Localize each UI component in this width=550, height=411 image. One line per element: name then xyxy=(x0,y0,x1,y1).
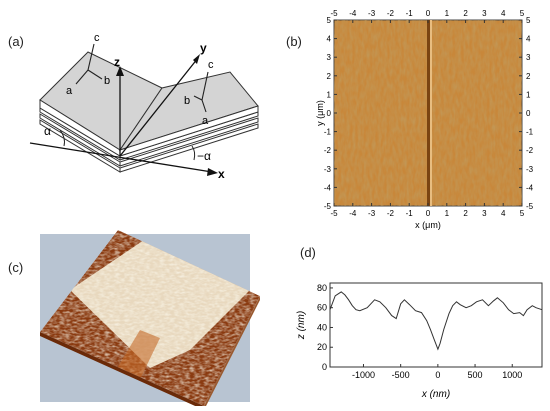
afm-y-tick-left: 5 xyxy=(327,16,332,25)
afm-y-tick-right: -4 xyxy=(526,183,534,192)
afm-x-tick-bottom: -3 xyxy=(368,209,376,218)
afm-y-tick-right: -3 xyxy=(526,165,534,174)
afm-y-tick-right: 0 xyxy=(526,109,531,118)
afm-x-tick-bottom: 4 xyxy=(501,209,506,218)
afm-y-tick-right: 4 xyxy=(526,35,531,44)
axis-z-label: z xyxy=(114,55,120,69)
panel-b: (b) -5 -5 -4 -4 -3 -3 -2 -2 -1 -1 0 0 1 1 2 2 3 3 4 4 5 5 5 5 4 4… xyxy=(286,0,550,235)
chart-frame xyxy=(329,282,543,368)
chart-y-tick: 60 xyxy=(317,303,327,313)
afm-x-tick-top: 4 xyxy=(501,9,506,18)
afm-x-tick-bottom: 3 xyxy=(482,209,487,218)
panel-c-label: (c) xyxy=(8,260,24,275)
afm-x-tick-top: -4 xyxy=(349,9,357,18)
afm-x-tick-bottom: 5 xyxy=(520,209,525,218)
afm-y-tick-left: -4 xyxy=(324,183,332,192)
afm-xlabel: x (μm) xyxy=(415,220,441,230)
afm-y-tick-left: 1 xyxy=(327,90,332,99)
left-crystal-axes xyxy=(75,43,103,85)
chart-ylabel: z (nm) xyxy=(296,311,307,340)
afm-y-tick-left: -3 xyxy=(324,165,332,174)
afm-x-tick-bottom: -4 xyxy=(349,209,357,218)
panel-a: (a) c b a c xyxy=(0,0,290,200)
chart-xlabel: x (nm) xyxy=(421,389,450,400)
schematic: c b a c b a z y x α −α xyxy=(29,32,259,181)
chart-y-tick: 20 xyxy=(317,342,327,352)
chart-x-tick: -500 xyxy=(392,370,410,380)
afm-x-tick-bottom: 2 xyxy=(463,209,468,218)
afm-y-tick-left: 0 xyxy=(327,109,332,118)
right-plate-stack xyxy=(119,111,259,173)
profile-chart: -1000 -500 0 500 1000 0 20 40 60 80 x (nm) z (nm) xyxy=(296,282,543,400)
afm-y-tick-right: -5 xyxy=(526,202,534,211)
chart-x-tick: -1000 xyxy=(352,370,375,380)
right-crystal-c: c xyxy=(208,59,214,71)
axis-x-label: x xyxy=(218,167,225,181)
left-crystal-a: a xyxy=(66,85,73,97)
afm-y-tick-left: -5 xyxy=(324,202,332,211)
chart-y-tick: 0 xyxy=(322,362,327,372)
afm-x-tick-top: 2 xyxy=(463,9,468,18)
afm-x-tick-bottom: 0 xyxy=(426,209,431,218)
panel-b-label: (b) xyxy=(286,34,302,49)
afm-y-tick-right: 1 xyxy=(526,90,531,99)
angle-alpha: α xyxy=(44,124,51,138)
profile-line xyxy=(329,291,543,351)
afm-y-tick-left: 3 xyxy=(327,53,332,62)
chart-x-tick: 500 xyxy=(468,370,483,380)
afm-y-tick-right: -2 xyxy=(526,146,534,155)
left-plate-stack xyxy=(39,107,121,173)
afm-x-tick-top: 3 xyxy=(482,9,487,18)
afm-x-tick-top: -1 xyxy=(406,9,414,18)
afm-x-tick-bottom: 1 xyxy=(445,209,450,218)
left-crystal-c: c xyxy=(94,32,100,44)
afm-x-tick-top: 5 xyxy=(520,9,525,18)
afm-3d-view xyxy=(40,230,260,410)
panel-d: (d) -1000 -500 0 500 1000 0 20 40 60 80 x (nm) z … xyxy=(290,235,550,406)
afm-y-tick-right: 5 xyxy=(526,16,531,25)
right-crystal-a: a xyxy=(202,115,209,127)
afm-x-tick-bottom: -2 xyxy=(387,209,395,218)
afm-y-tick-right: 3 xyxy=(526,53,531,62)
afm-x-tick-top: -2 xyxy=(387,9,395,18)
afm-y-tick-left: -2 xyxy=(324,146,332,155)
afm-x-tick-bottom: -1 xyxy=(406,209,414,218)
afm-y-tick-left: 4 xyxy=(327,35,332,44)
afm-x-tick-top: 0 xyxy=(426,9,431,18)
chart-x-tick: 1000 xyxy=(502,370,522,380)
afm-y-tick-left: 2 xyxy=(327,72,332,81)
chart-x-tick: 0 xyxy=(435,370,440,380)
angle-minus-alpha: −α xyxy=(197,149,211,163)
afm-y-tick-left: -1 xyxy=(324,128,332,137)
lab-axes xyxy=(29,57,213,173)
right-crystal-b: b xyxy=(184,95,190,107)
right-crystal-axes xyxy=(193,71,209,113)
panel-a-label: (a) xyxy=(8,34,24,49)
chart-y-tick: 80 xyxy=(317,283,327,293)
left-crystal-b: b xyxy=(104,75,110,87)
panel-d-label: (d) xyxy=(300,245,316,260)
afm-x-tick-top: -5 xyxy=(330,9,338,18)
afm-x-tick-top: 1 xyxy=(445,9,450,18)
afm-y-tick-right: -1 xyxy=(526,128,534,137)
axis-y-label: y xyxy=(200,41,207,55)
panel-c: (c) xyxy=(0,230,290,410)
afm-y-tick-right: 2 xyxy=(526,72,531,81)
afm-x-tick-top: -3 xyxy=(368,9,376,18)
afm-boundary-line xyxy=(427,20,430,206)
afm-x-tick-bottom: -5 xyxy=(330,209,338,218)
afm-ylabel: y (μm) xyxy=(315,100,325,126)
chart-y-tick: 40 xyxy=(317,322,327,332)
